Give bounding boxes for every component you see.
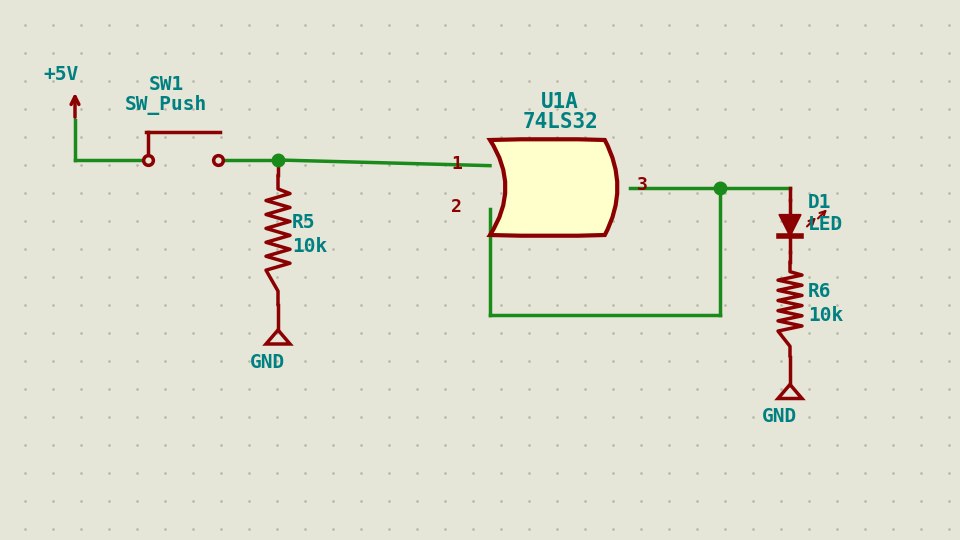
Text: LED: LED: [808, 214, 843, 233]
Text: GND: GND: [762, 408, 797, 427]
Text: D1: D1: [808, 192, 831, 212]
Text: R6: R6: [808, 282, 831, 301]
Text: 2: 2: [451, 198, 462, 217]
Polygon shape: [779, 214, 801, 237]
Text: 10k: 10k: [808, 306, 843, 325]
Text: R5: R5: [292, 213, 316, 232]
Text: GND: GND: [250, 353, 285, 372]
Text: 3: 3: [637, 177, 648, 194]
Text: 10k: 10k: [292, 237, 327, 256]
Text: 74LS32: 74LS32: [522, 112, 598, 132]
Text: SW1: SW1: [149, 75, 183, 94]
Text: +5V: +5V: [43, 65, 79, 84]
Text: U1A: U1A: [541, 92, 579, 112]
Text: 1: 1: [451, 154, 462, 173]
PathPatch shape: [490, 139, 617, 236]
Text: SW_Push: SW_Push: [125, 95, 207, 115]
